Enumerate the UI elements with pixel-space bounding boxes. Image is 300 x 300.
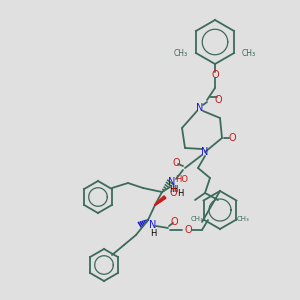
Polygon shape (155, 196, 166, 206)
Text: CH₃: CH₃ (174, 49, 188, 58)
Text: O: O (172, 158, 180, 168)
Text: O: O (211, 70, 219, 80)
Text: H: H (171, 185, 177, 194)
Text: O: O (184, 225, 192, 235)
Text: H: H (177, 188, 183, 197)
Text: CH₃: CH₃ (237, 216, 250, 222)
Text: O: O (228, 133, 236, 143)
Text: H: H (150, 229, 156, 238)
Text: N: N (201, 147, 209, 157)
Text: CH₃: CH₃ (242, 49, 256, 58)
Text: O: O (170, 217, 178, 227)
Text: N: N (149, 220, 157, 230)
Text: H: H (169, 185, 175, 194)
Text: O: O (169, 188, 177, 198)
Text: O: O (214, 95, 222, 105)
Text: N: N (168, 177, 176, 187)
Text: N: N (196, 103, 204, 113)
Text: CH₃: CH₃ (190, 216, 203, 222)
Text: HO: HO (175, 175, 188, 184)
